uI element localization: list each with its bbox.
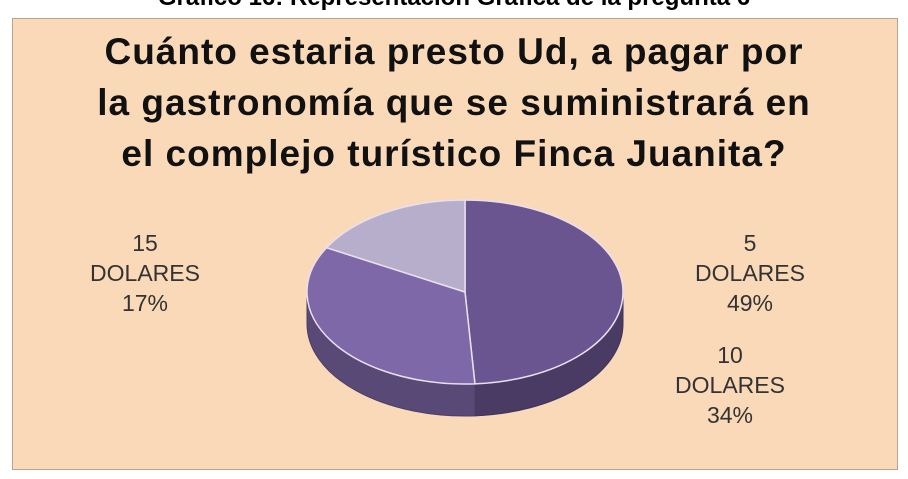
slice-label: 10 DOLARES 34% <box>660 340 800 430</box>
slice-value: 34% <box>706 402 754 428</box>
slice-value: 17% <box>121 290 169 316</box>
slice-value: 49% <box>726 290 774 316</box>
slice-label: 15 DOLARES 17% <box>75 228 215 318</box>
slice-category: 5 DOLARES <box>695 230 805 286</box>
slice-category: 15 DOLARES <box>90 230 200 286</box>
slice-category: 10 DOLARES <box>675 342 785 398</box>
caption: Gráfico 16: Representación Gráfica de la… <box>0 0 908 12</box>
chart-title: Cuánto estaria presto Ud, a pagar por la… <box>97 31 811 174</box>
pie-slice <box>325 199 466 294</box>
pie-slice <box>464 199 624 385</box>
slice-label: 5 DOLARES 49% <box>680 228 820 318</box>
